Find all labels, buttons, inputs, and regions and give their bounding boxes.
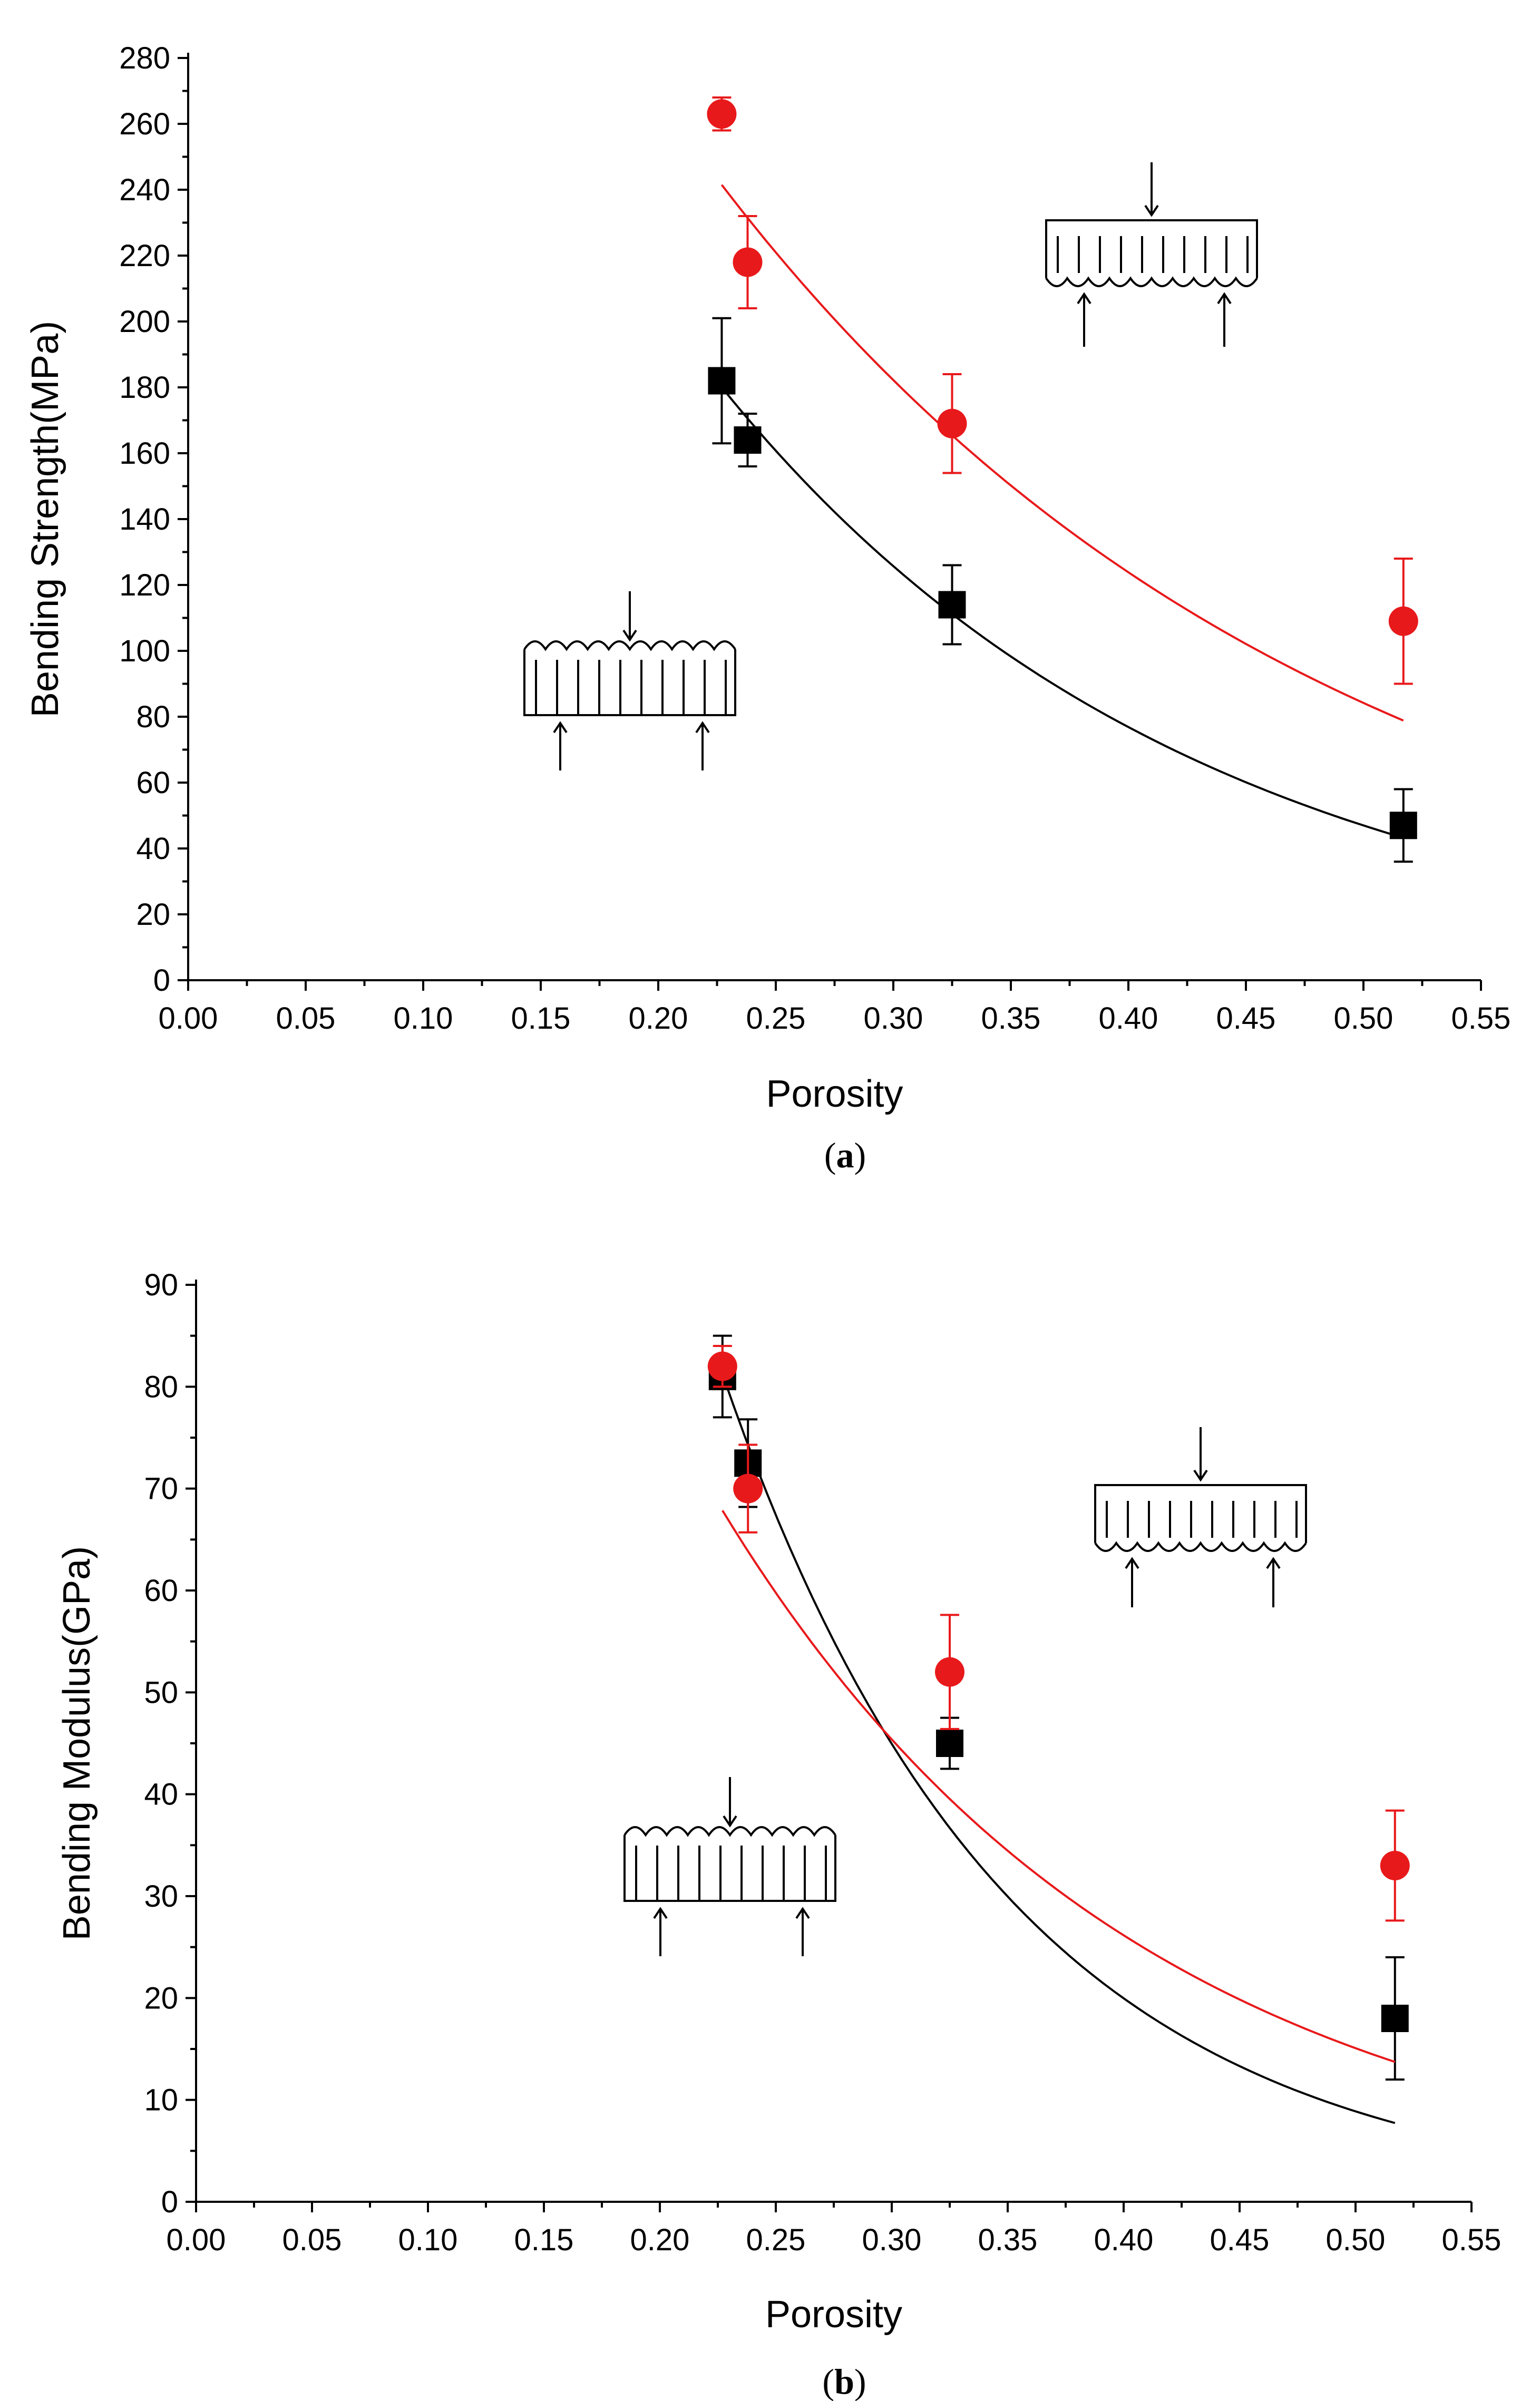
black-squares-point xyxy=(1389,812,1417,840)
caption-letter: b xyxy=(834,2361,854,2401)
schematic-a-upper xyxy=(1045,162,1258,347)
y-tick-label: 40 xyxy=(144,1778,178,1812)
x-tick-label: 0.15 xyxy=(511,1001,571,1036)
red-circles-point xyxy=(935,1657,964,1687)
x-tick-label: 0.30 xyxy=(864,1001,923,1036)
y-tick-label: 80 xyxy=(136,700,170,734)
y-tick-label: 0 xyxy=(161,2185,178,2219)
y-axis-title: Bending Strength(MPa) xyxy=(24,321,66,717)
y-tick-label: 160 xyxy=(119,436,170,471)
y-tick-label: 90 xyxy=(144,1268,178,1302)
y-tick-label: 240 xyxy=(119,173,170,207)
y-tick-label: 260 xyxy=(119,107,170,141)
chart-a-bending-strength: 0 20 40 60 80 100 120 140 160 180 200 220 240 260 280 0… xyxy=(24,41,1510,1175)
y-tick-label: 220 xyxy=(119,239,170,273)
x-axis-title: Porosity xyxy=(765,2293,902,2336)
x-axis-title: Porosity xyxy=(766,1073,903,1115)
y-tick-label: 180 xyxy=(119,370,170,405)
red-circles-point xyxy=(937,408,967,438)
red-circles-fit-curve xyxy=(720,184,1404,722)
x-tick-label: 0.25 xyxy=(746,1001,806,1036)
red-circles-point xyxy=(707,99,737,129)
y-tick-label: 40 xyxy=(136,832,170,866)
x-tick-label: 0.35 xyxy=(978,2223,1038,2257)
x-tick-label: 0.30 xyxy=(862,2223,922,2257)
black-squares-fit-curve xyxy=(720,386,1404,839)
x-tick-label: 0.20 xyxy=(629,1001,688,1036)
black-squares-point xyxy=(734,426,762,454)
schematic-a-lower xyxy=(523,591,736,770)
x-tick-label: 0.35 xyxy=(981,1001,1041,1036)
y-tick-label: 0 xyxy=(153,963,170,998)
schematic-b-lower xyxy=(623,1777,836,1956)
caption-open-paren: ( xyxy=(824,1135,836,1175)
red-circles-fit-curve xyxy=(722,1510,1396,2063)
y-tick-label: 120 xyxy=(119,568,170,602)
y-tick-label: 20 xyxy=(136,897,170,932)
x-tick-label: 0.40 xyxy=(1099,1001,1158,1036)
black-squares-fit-curve xyxy=(721,1373,1396,2124)
caption-close-paren: ) xyxy=(854,1135,866,1175)
x-tick-label: 0.25 xyxy=(746,2223,806,2257)
black-squares-point xyxy=(938,591,966,619)
x-tick-label: 0.55 xyxy=(1451,1001,1511,1036)
red-circles-point xyxy=(733,1473,763,1504)
caption-close-paren: ) xyxy=(854,2361,866,2401)
x-tick-label: 0.20 xyxy=(630,2223,690,2257)
black-squares-point xyxy=(708,367,736,395)
x-tick-label: 0.40 xyxy=(1094,2223,1154,2257)
y-tick-label: 60 xyxy=(144,1574,178,1608)
y-tick-label: 140 xyxy=(119,502,170,536)
y-tick-label: 280 xyxy=(119,41,170,75)
x-tick-label: 0.45 xyxy=(1210,2223,1270,2257)
caption-letter: a xyxy=(836,1135,854,1175)
y-tick-label: 60 xyxy=(136,766,170,800)
red-circles-point xyxy=(707,1351,737,1381)
caption-open-paren: ( xyxy=(822,2361,834,2401)
red-circles-point xyxy=(1380,1851,1410,1880)
x-tick-label: 0.55 xyxy=(1442,2223,1502,2257)
x-tick-label: 0.10 xyxy=(398,2223,458,2257)
x-tick-label: 0.05 xyxy=(282,2223,342,2257)
figure-caption: (a) xyxy=(824,1135,866,1175)
chart-b-bending-modulus: 0 10 20 30 40 50 60 70 80 90 0.00 0.05 0.10 0.15 0.20 0… xyxy=(56,1268,1501,2401)
x-tick-label: 0.10 xyxy=(394,1001,453,1036)
y-tick-label: 10 xyxy=(144,2083,178,2117)
red-circles-point xyxy=(1388,606,1418,636)
y-tick-label: 100 xyxy=(119,634,170,668)
schematic-b-upper xyxy=(1094,1427,1307,1607)
y-tick-label: 200 xyxy=(119,305,170,339)
black-squares-point xyxy=(936,1730,963,1757)
x-tick-label: 0.15 xyxy=(514,2223,574,2257)
y-tick-label: 50 xyxy=(144,1675,178,1710)
figure-caption: (b) xyxy=(822,2361,866,2401)
y-tick-label: 80 xyxy=(144,1370,178,1404)
x-tick-label: 0.50 xyxy=(1334,1001,1393,1036)
x-tick-label: 0.00 xyxy=(167,2223,226,2257)
y-tick-label: 70 xyxy=(144,1472,178,1506)
x-tick-label: 0.50 xyxy=(1326,2223,1386,2257)
x-tick-label: 0.05 xyxy=(276,1001,336,1036)
y-tick-label: 20 xyxy=(144,1981,178,2015)
x-tick-label: 0.45 xyxy=(1216,1001,1276,1036)
y-axis-title: Bending Modulus(GPa) xyxy=(56,1546,98,1940)
red-circles-point xyxy=(733,247,763,277)
black-squares-point xyxy=(1381,2005,1409,2032)
y-tick-label: 30 xyxy=(144,1879,178,1914)
x-tick-label: 0.00 xyxy=(159,1001,218,1036)
